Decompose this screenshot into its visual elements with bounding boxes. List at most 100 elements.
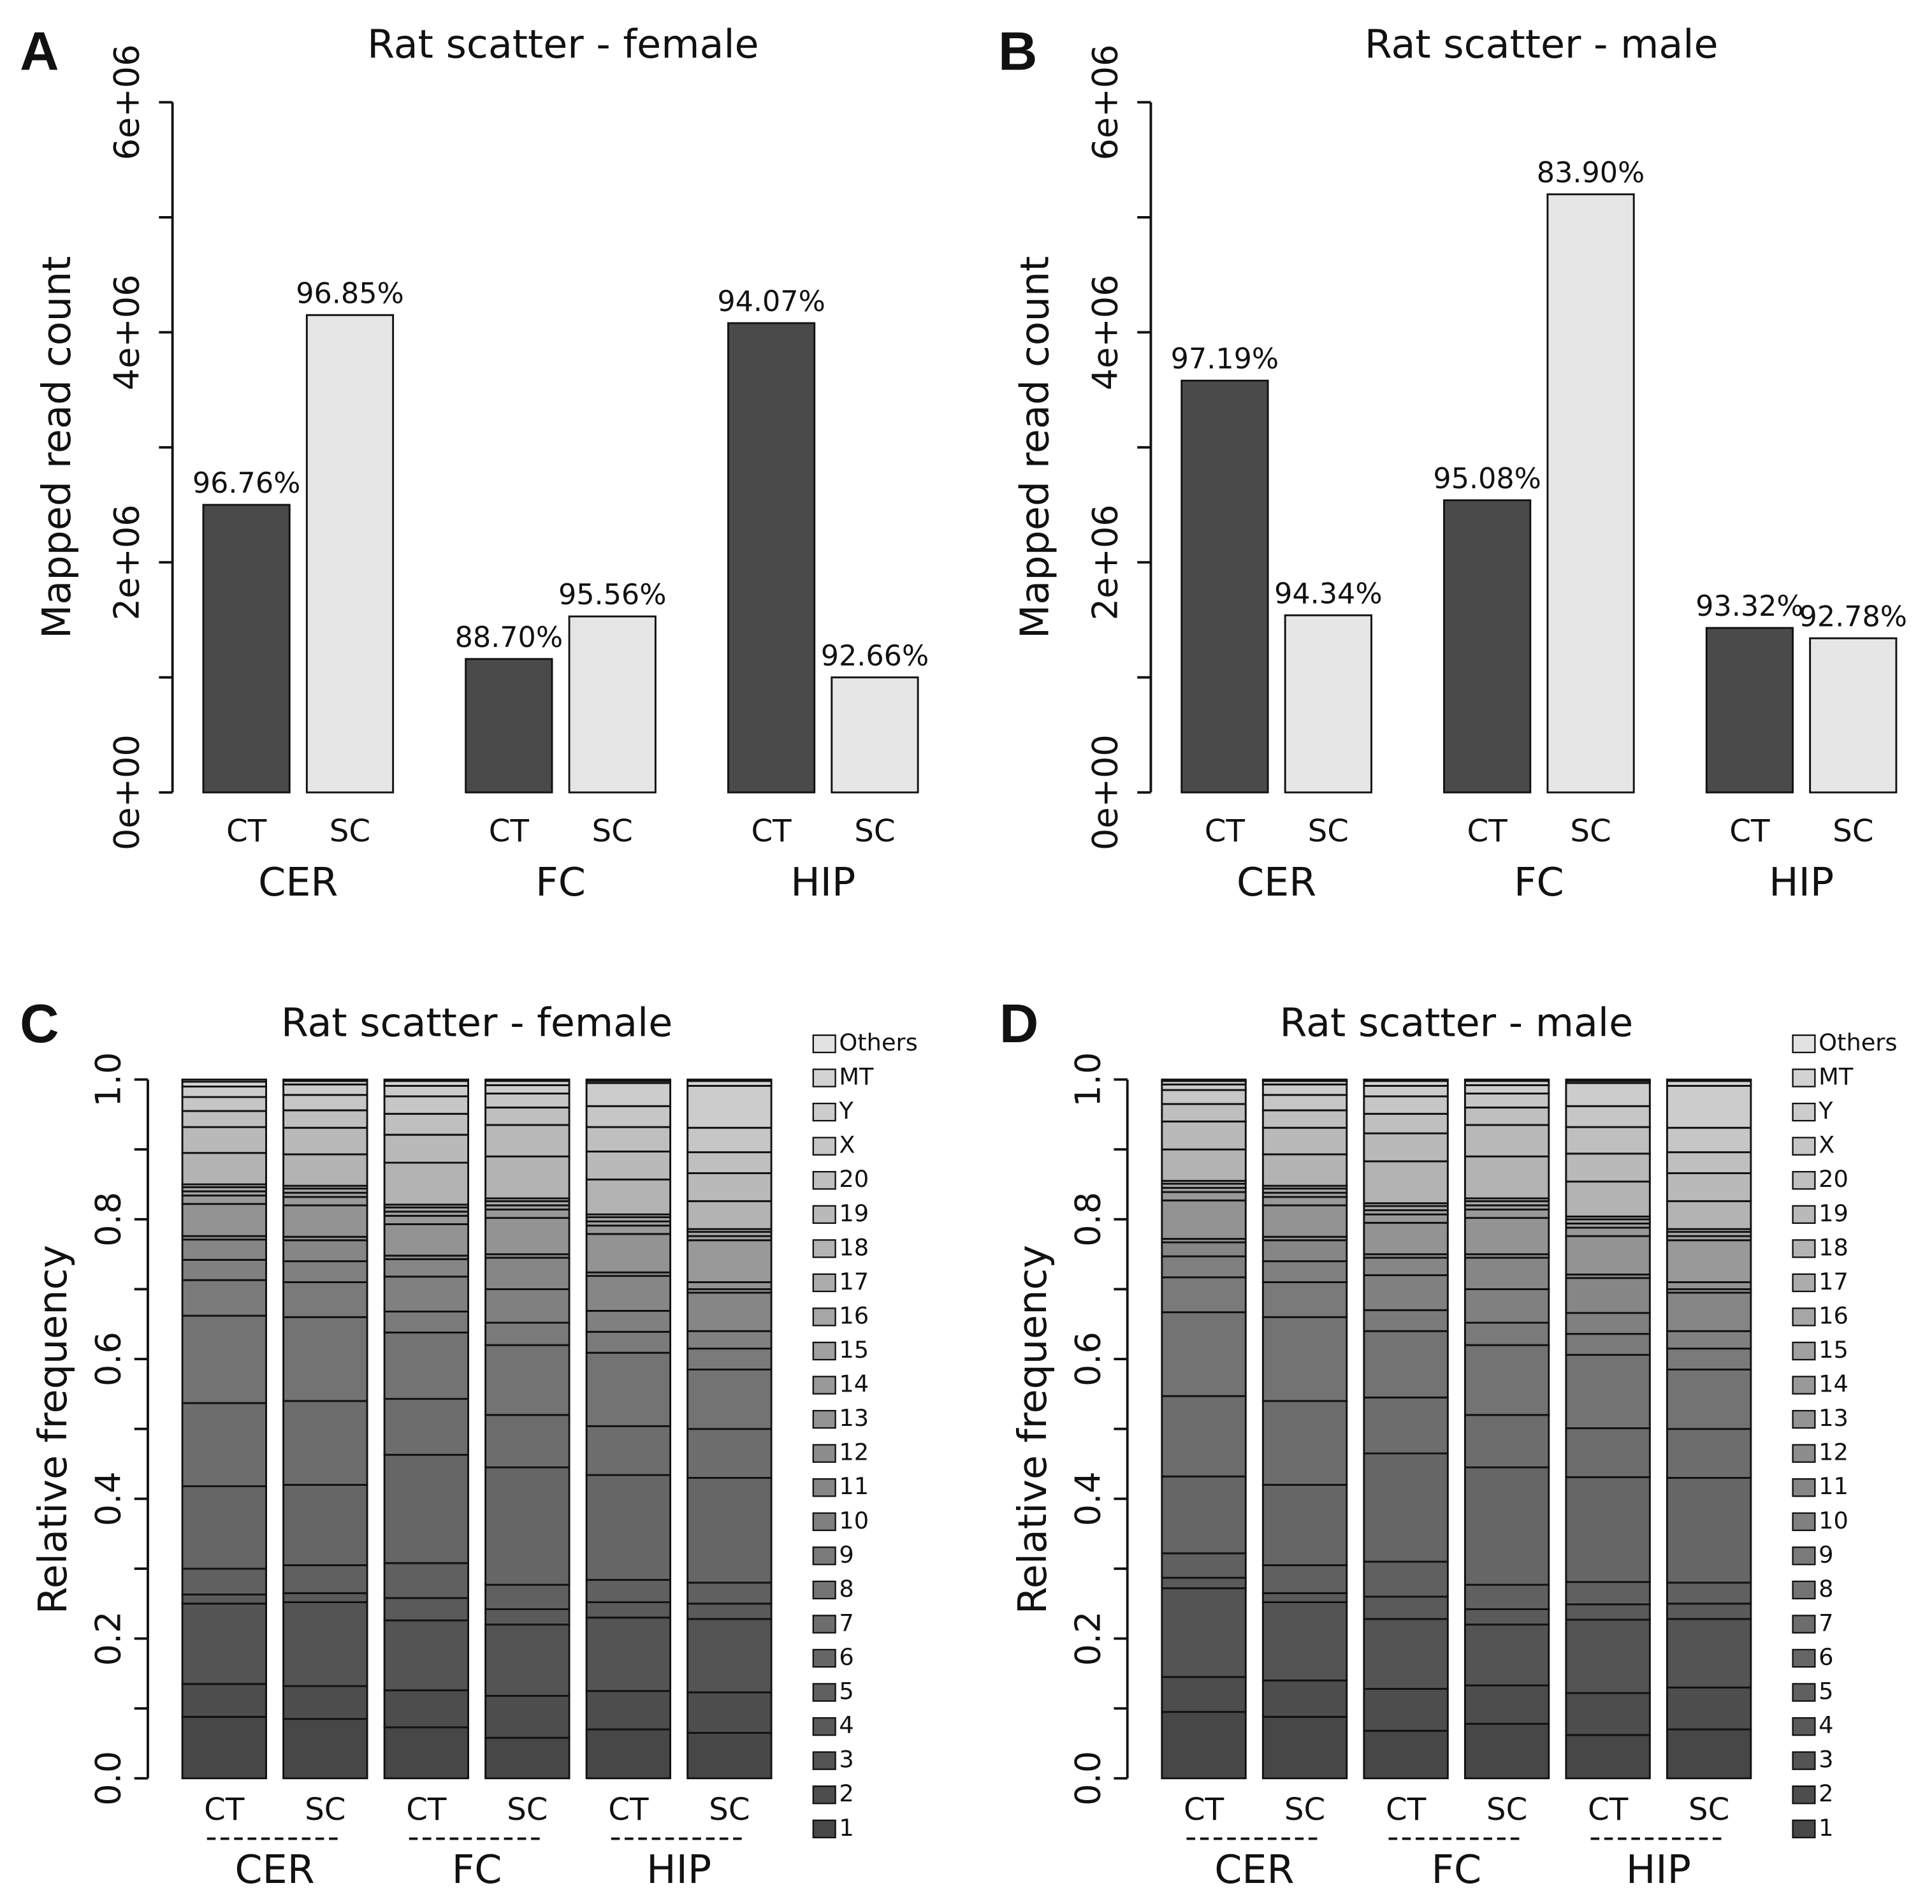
bar — [1705, 627, 1794, 794]
stack-segment — [1464, 1608, 1550, 1626]
bar-label: 94.07% — [717, 286, 825, 318]
stack-segment — [484, 1344, 570, 1416]
stack-segment — [1464, 1288, 1550, 1324]
bar — [1284, 614, 1372, 794]
stack-segment — [484, 1736, 570, 1780]
y-tick-label: 6e+06 — [107, 45, 147, 161]
stack-segment — [1161, 1311, 1247, 1397]
y-tick-label: 1.0 — [89, 1052, 129, 1107]
stack-segment — [282, 1109, 368, 1129]
stack-segment — [1161, 1576, 1247, 1590]
stack-segment — [1261, 1126, 1348, 1156]
legend-label: 3 — [1819, 1746, 1833, 1773]
legend-label: 9 — [839, 1541, 853, 1568]
stack-segment — [686, 1126, 773, 1154]
legend-swatch — [812, 1137, 836, 1156]
stack-segment — [282, 1685, 368, 1720]
legend-swatch — [1792, 1444, 1816, 1463]
legend-swatch — [1792, 1137, 1816, 1156]
stack-segment — [1565, 1333, 1651, 1356]
stack-segment — [181, 1567, 267, 1595]
bar — [1809, 637, 1898, 794]
y-tick-label: 2e+06 — [1085, 504, 1125, 620]
stack-segment — [1666, 1281, 1752, 1290]
legend-swatch — [812, 1376, 836, 1395]
legend-swatch — [812, 1341, 836, 1361]
stack-segment — [585, 1601, 672, 1619]
stack-segment — [1161, 1395, 1247, 1478]
stack-segment — [282, 1564, 368, 1594]
legend-label: 4 — [839, 1711, 853, 1739]
legend-swatch — [1792, 1307, 1816, 1326]
stack-segment — [585, 1079, 672, 1082]
stack-segment — [1261, 1260, 1348, 1283]
group-label: FC — [1514, 859, 1564, 905]
stack-segment — [585, 1082, 672, 1107]
legend-label: 1 — [1819, 1814, 1833, 1842]
x-tick-label: SC — [709, 1792, 750, 1828]
legend-label: 5 — [839, 1678, 853, 1705]
stack-segment — [383, 1453, 470, 1564]
legend-label: MT — [1819, 1063, 1854, 1091]
x-tick-label: CT — [1588, 1792, 1629, 1828]
legend-swatch — [812, 1478, 836, 1497]
stack-segment — [1261, 1601, 1348, 1682]
stack-segment — [585, 1474, 672, 1581]
legend-label: MT — [839, 1063, 874, 1091]
group-label: CER — [235, 1847, 314, 1893]
chart-title: Rat scatter - male — [1365, 22, 1718, 68]
y-tick-label: 0.8 — [1068, 1192, 1108, 1247]
legend-swatch — [1792, 1102, 1816, 1122]
stack-segment — [484, 1321, 570, 1346]
legend-swatch — [812, 1512, 836, 1531]
stack-segment — [1464, 1106, 1550, 1126]
stack-segment — [282, 1153, 368, 1187]
group-label: CER — [258, 859, 338, 905]
legend-label: 16 — [1819, 1302, 1848, 1329]
stack-segment — [1363, 1274, 1449, 1311]
stack-segment — [1363, 1452, 1449, 1563]
stack-segment — [1565, 1312, 1651, 1335]
stack-segment — [1161, 1587, 1247, 1678]
y-tick-label: 0.6 — [89, 1332, 129, 1386]
stack-segment — [585, 1151, 672, 1181]
stack-segment — [585, 1126, 672, 1152]
stack-segment — [1464, 1155, 1550, 1200]
stack-segment — [1464, 1583, 1550, 1610]
x-tick-label: SC — [507, 1792, 548, 1828]
bar — [1546, 193, 1635, 794]
stack-segment — [1464, 1079, 1550, 1082]
x-tick-label: SC — [330, 813, 370, 849]
stack-segment — [1363, 1160, 1449, 1205]
stack-segment — [282, 1083, 368, 1096]
stack-segment — [383, 1689, 470, 1729]
legend-swatch — [812, 1751, 836, 1770]
stack-segment — [1464, 1093, 1550, 1108]
stack-segment — [1261, 1109, 1348, 1129]
y-tick-label: 0e+00 — [107, 734, 147, 850]
x-tick-label: CT — [1729, 813, 1770, 849]
stack-segment — [1464, 1344, 1550, 1416]
stack-segment — [1261, 1483, 1348, 1566]
legend-swatch — [812, 1683, 836, 1702]
legend-swatch — [1792, 1717, 1816, 1736]
legend-swatch — [1792, 1273, 1816, 1293]
x-tick-label: CT — [608, 1792, 649, 1828]
stack-segment — [1261, 1281, 1348, 1318]
stack-segment — [383, 1133, 470, 1164]
stack-segment — [1666, 1330, 1752, 1350]
stack-segment — [181, 1203, 267, 1237]
y-tick-label: 0.2 — [89, 1611, 129, 1666]
stack-segment — [585, 1690, 672, 1731]
legend-swatch — [1792, 1409, 1816, 1429]
stack-segment — [181, 1152, 267, 1186]
stack-segment — [1666, 1602, 1752, 1620]
stack-segment — [181, 1195, 267, 1205]
legend-label: 17 — [839, 1268, 869, 1295]
legend-swatch — [1792, 1478, 1816, 1497]
legend-label: 17 — [1819, 1268, 1848, 1295]
x-tick-label: SC — [305, 1792, 345, 1828]
panel-letter: D — [999, 994, 1038, 1054]
stack-segment — [282, 1094, 368, 1112]
stack-segment — [686, 1732, 773, 1780]
